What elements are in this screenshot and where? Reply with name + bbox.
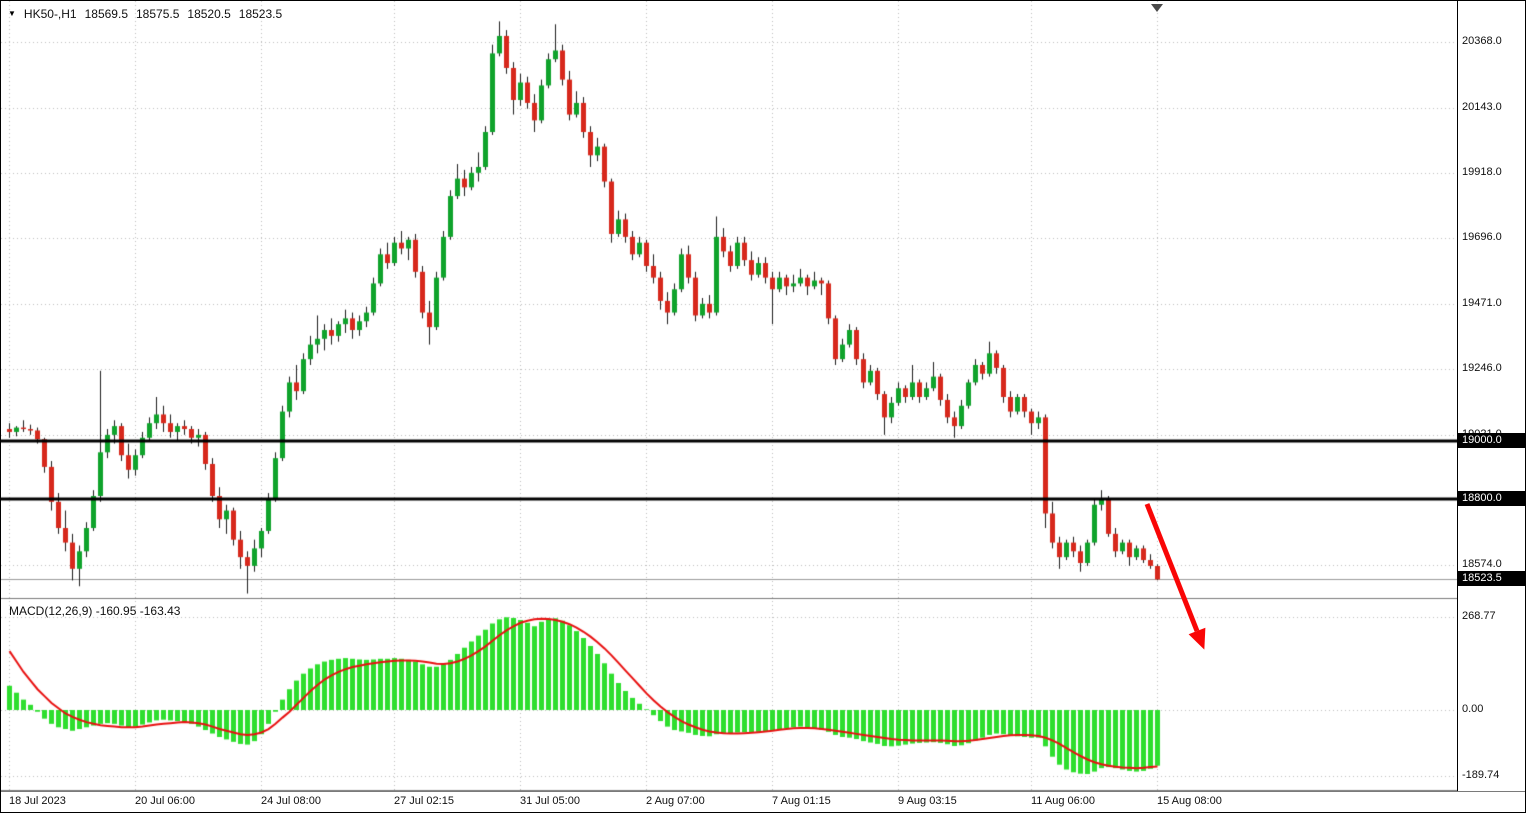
time-axis-label: 2 Aug 07:00: [646, 795, 705, 807]
macd-tick-label: -189.74: [1462, 768, 1500, 781]
ohlc-open: 18569.5: [84, 7, 128, 21]
macd-indicator-label: MACD(12,26,9) -160.95 -163.43: [9, 604, 181, 618]
chart-title: ▼ HK50-,H1 18569.5 18575.5 18520.5 18523…: [8, 7, 282, 21]
time-axis-label: 20 Jul 06:00: [135, 795, 195, 807]
symbol-period-label: HK50-,H1: [23, 7, 77, 21]
ohlc-close: 18523.5: [238, 7, 283, 21]
price-tick-label: 19471.0: [1462, 296, 1502, 309]
time-axis-label: 18 Jul 2023: [9, 795, 66, 807]
time-axis-label: 11 Aug 06:00: [1031, 795, 1096, 807]
macd-tick-label: 268.77: [1462, 610, 1496, 622]
price-tick-label: 19696.0: [1462, 231, 1502, 244]
time-axis-label: 27 Jul 02:15: [394, 795, 454, 807]
price-level-tag: 19000.0: [1458, 432, 1525, 448]
time-axis-label: 7 Aug 01:15: [772, 795, 831, 807]
time-axis[interactable]: 18 Jul 2023 20 Jul 06:00 24 Jul 08:00 27 Ju…: [1, 791, 1525, 812]
ohlc-low: 18520.5: [187, 7, 231, 21]
chart-shift-marker-icon[interactable]: [1151, 4, 1163, 12]
price-level-tag: 18800.0: [1458, 490, 1525, 506]
price-tick-label: 20368.0: [1462, 35, 1502, 48]
price-tick-label: 18574.0: [1462, 557, 1502, 570]
price-tick-label: 19918.0: [1462, 166, 1502, 179]
price-tick-label: 19246.0: [1462, 362, 1502, 375]
price-tick-label: 20143.0: [1462, 100, 1502, 113]
time-axis-label: 24 Jul 08:00: [261, 795, 321, 807]
macd-tick-label: 0.00: [1462, 703, 1484, 715]
time-axis-label: 15 Aug 08:00: [1157, 795, 1222, 807]
price-chart-canvas[interactable]: [1, 1, 1457, 791]
time-axis-label: 9 Aug 03:15: [898, 795, 957, 807]
current-price-tag: 18523.5: [1458, 571, 1525, 587]
time-axis-label: 31 Jul 05:00: [520, 795, 580, 807]
symbol-dropdown-icon[interactable]: ▼: [8, 9, 16, 18]
ohlc-high: 18575.5: [136, 7, 180, 21]
price-axis[interactable]: 20368.0 20143.0 19918.0 19696.0 19471.0 19246…: [1457, 1, 1525, 791]
